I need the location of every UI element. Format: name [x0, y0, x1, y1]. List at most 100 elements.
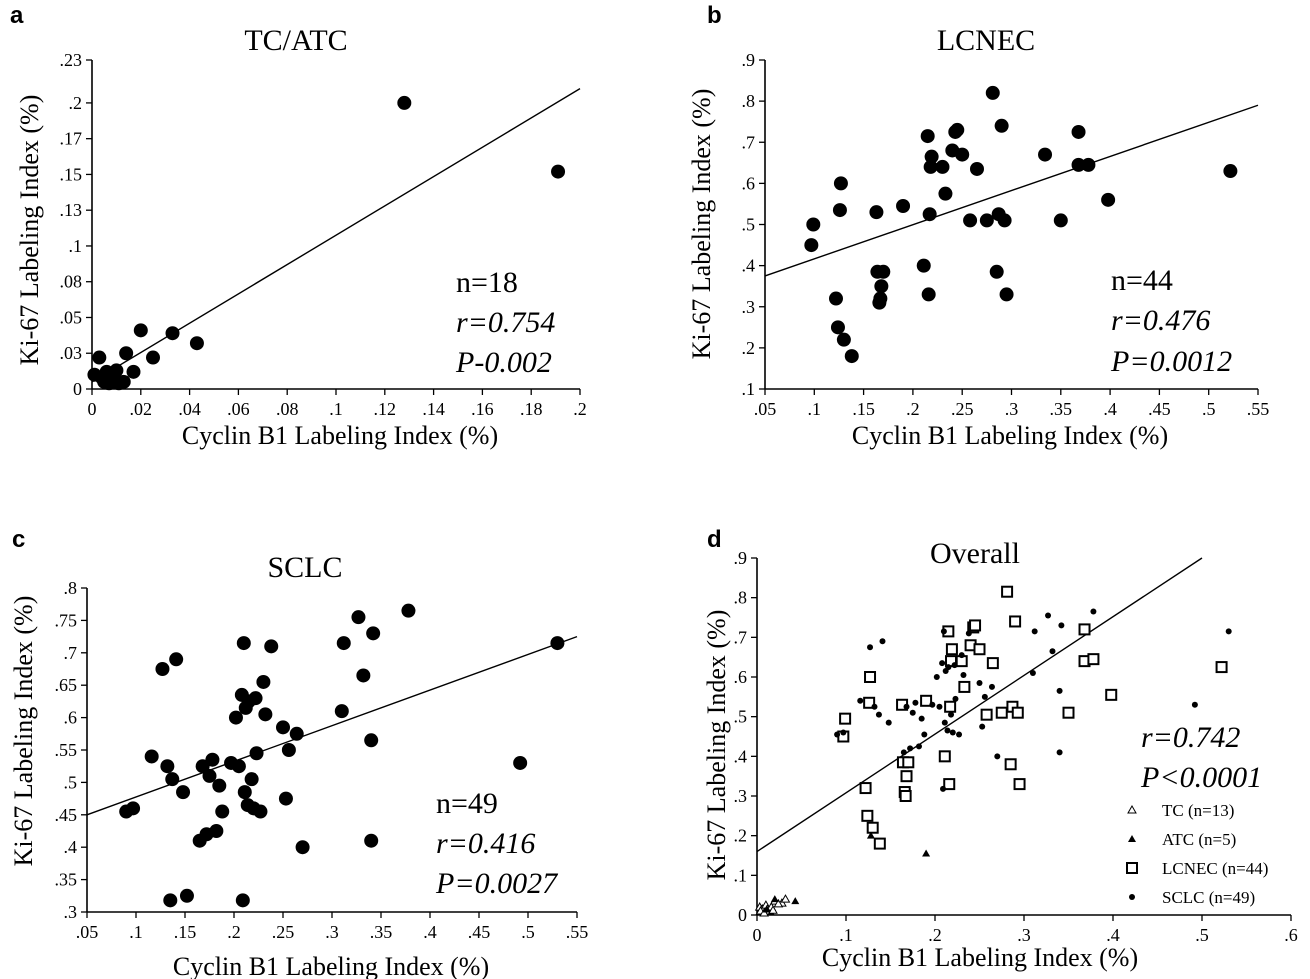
- data-point: [999, 287, 1014, 302]
- data-point: [979, 213, 994, 228]
- data-point-sclc: [940, 628, 947, 635]
- data-point-lcnec: [938, 750, 951, 763]
- data-point-sclc: [933, 674, 940, 680]
- panel-letter-b: b: [707, 2, 722, 29]
- stat-annotation: n=49: [436, 787, 498, 820]
- y-tick-label: .23: [60, 50, 83, 70]
- data-point: [401, 603, 416, 618]
- data-point: [806, 217, 821, 232]
- y-tick-label: .8: [742, 91, 756, 111]
- y-tick-label: .3: [64, 902, 78, 922]
- data-point-sclc: [921, 731, 928, 738]
- data-point-atc: [791, 897, 800, 905]
- x-tick-label: .15: [852, 399, 875, 419]
- stat-annotation: r=0.754: [456, 306, 555, 339]
- data-point: [235, 893, 250, 908]
- data-point-sclc: [907, 745, 914, 752]
- panel-c: c SCLC .05 .1 .15 .2 .25 .3 .35 .4 .45 .5 .55 .3 .35.…: [0, 490, 655, 979]
- data-point-lcnec: [943, 778, 956, 791]
- data-point: [205, 752, 220, 767]
- data-point: [1081, 157, 1096, 172]
- y-tick-label: .4: [742, 256, 756, 276]
- x-axis-label: Cyclin B1 Labeling Index (%): [173, 952, 489, 979]
- legend-marker-lcnec: [1126, 862, 1138, 874]
- data-point: [351, 610, 366, 625]
- data-point: [876, 264, 891, 279]
- data-point-sclc: [948, 711, 955, 718]
- data-point-sclc: [988, 683, 995, 690]
- data-point: [950, 122, 965, 137]
- chart-title: SCLC: [267, 551, 342, 584]
- data-point: [921, 287, 936, 302]
- data-point: [1071, 157, 1086, 172]
- data-point: [212, 778, 227, 793]
- data-point: [258, 707, 273, 722]
- stat-annotation: r=0.416: [436, 827, 535, 860]
- data-point-sclc: [1191, 701, 1198, 708]
- data-point: [336, 636, 351, 651]
- x-axis-label: Cyclin B1 Labeling Index (%): [182, 421, 498, 450]
- y-tick-label: .6: [734, 667, 748, 687]
- data-point: [249, 746, 264, 761]
- x-tick-label: .1: [839, 925, 853, 945]
- y-tick-label: .1: [734, 865, 748, 885]
- stat-annotation: n=44: [1111, 264, 1173, 297]
- x-tick-label: .05: [76, 922, 99, 942]
- x-tick-label: .2: [906, 399, 920, 419]
- data-point-lcnec: [958, 680, 971, 693]
- data-point: [955, 147, 970, 162]
- data-point: [366, 626, 381, 641]
- data-point: [1071, 124, 1086, 139]
- x-tick-label: .4: [1103, 399, 1117, 419]
- data-point: [179, 888, 194, 903]
- data-point-sclc: [912, 699, 919, 706]
- y-tick-label: .2: [742, 338, 756, 358]
- data-point: [364, 733, 379, 748]
- data-point-lcnec: [1078, 623, 1091, 636]
- x-tick-label: .1: [129, 922, 143, 942]
- y-axis-label: Ki-67 Labeling Index (%): [702, 610, 731, 881]
- data-point-sclc: [909, 709, 916, 716]
- y-tick-label: .6: [742, 173, 756, 193]
- y-tick-label: .3: [742, 297, 756, 317]
- x-tick-label: .15: [174, 922, 197, 942]
- data-point-sclc: [929, 701, 936, 708]
- panel-letter-c: c: [12, 526, 26, 553]
- data-point-lcnec: [969, 619, 982, 632]
- y-tick-label: .75: [55, 610, 78, 630]
- data-point-atc: [770, 895, 779, 903]
- data-point: [334, 704, 349, 719]
- x-tick-label: .55: [1247, 399, 1270, 419]
- data-point-lcnec: [944, 700, 957, 713]
- data-point: [1053, 213, 1068, 228]
- data-point: [920, 129, 935, 144]
- data-point: [253, 804, 268, 819]
- data-point: [231, 759, 246, 774]
- y-tick-label: 0: [738, 905, 747, 925]
- data-point-lcnec: [1087, 653, 1100, 666]
- data-point: [836, 332, 851, 347]
- data-point: [119, 346, 134, 361]
- data-point-sclc: [875, 711, 882, 718]
- data-point-sclc: [1056, 749, 1063, 756]
- data-point-sclc: [834, 731, 841, 738]
- data-point-lcnec: [873, 837, 886, 850]
- data-point-lcnec: [980, 708, 993, 721]
- legend-marker-tc: [1127, 804, 1137, 814]
- data-point-sclc: [941, 719, 948, 726]
- x-axis-label: Cyclin B1 Labeling Index (%): [822, 943, 1138, 972]
- data-point: [160, 759, 175, 774]
- data-point: [896, 198, 911, 213]
- data-point-lcnec: [986, 657, 999, 670]
- data-point-sclc: [936, 703, 943, 710]
- data-point: [281, 743, 296, 757]
- data-point-sclc: [976, 679, 983, 686]
- chart-title: TC/ATC: [244, 24, 347, 57]
- x-tick-label: .25: [951, 399, 974, 419]
- data-point-lcnec: [1004, 758, 1017, 771]
- y-tick-label: .5: [64, 772, 78, 792]
- legend-marker-atc: [1128, 835, 1136, 842]
- data-point-lcnec: [945, 643, 958, 656]
- data-point-sclc: [960, 672, 967, 679]
- data-point-atc: [866, 831, 875, 839]
